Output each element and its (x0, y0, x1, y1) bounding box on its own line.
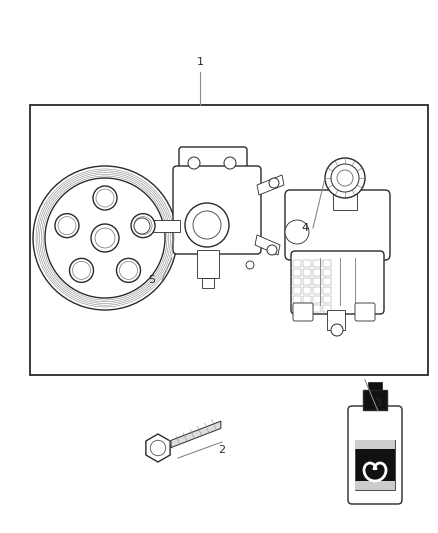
Circle shape (224, 157, 236, 169)
Bar (368, 382, 382, 390)
Bar (355, 440, 395, 449)
Circle shape (337, 170, 353, 186)
Polygon shape (146, 434, 170, 462)
Bar (327, 310, 345, 330)
Bar (303, 269, 311, 276)
Circle shape (33, 166, 177, 310)
Circle shape (45, 178, 165, 298)
FancyBboxPatch shape (285, 190, 390, 260)
Bar (313, 287, 321, 294)
Text: 4: 4 (301, 223, 308, 233)
Bar (293, 296, 301, 303)
Text: 5: 5 (148, 275, 155, 285)
Bar (303, 305, 311, 312)
Bar (313, 269, 321, 276)
Circle shape (331, 164, 359, 192)
Bar (313, 296, 321, 303)
Bar (323, 287, 331, 294)
Circle shape (117, 259, 141, 282)
Bar (303, 287, 311, 294)
Bar (303, 260, 311, 267)
Bar (323, 305, 331, 312)
Circle shape (55, 214, 79, 238)
Circle shape (93, 186, 117, 210)
Bar (363, 390, 387, 410)
Text: 2: 2 (219, 445, 226, 455)
Polygon shape (257, 175, 284, 195)
Bar (303, 296, 311, 303)
Bar (202, 278, 214, 288)
Bar (293, 278, 301, 285)
Circle shape (267, 245, 277, 255)
Circle shape (70, 259, 93, 282)
Polygon shape (255, 235, 280, 255)
Bar (293, 269, 301, 276)
Bar (323, 296, 331, 303)
Circle shape (269, 178, 279, 188)
Circle shape (131, 214, 155, 238)
Circle shape (185, 203, 229, 247)
Bar (30, 105, 428, 375)
Polygon shape (171, 421, 221, 448)
Bar (313, 305, 321, 312)
Circle shape (134, 218, 150, 234)
Text: 3: 3 (374, 398, 381, 408)
FancyBboxPatch shape (348, 406, 402, 504)
Circle shape (188, 157, 200, 169)
Circle shape (91, 224, 119, 252)
Bar (293, 305, 301, 312)
Bar (333, 192, 357, 210)
Bar (355, 440, 395, 490)
Bar (323, 269, 331, 276)
Bar (197, 250, 219, 278)
Circle shape (331, 324, 343, 336)
Bar (293, 287, 301, 294)
Bar (355, 481, 395, 490)
Bar (293, 260, 301, 267)
FancyBboxPatch shape (291, 251, 384, 314)
Circle shape (285, 220, 309, 244)
FancyBboxPatch shape (179, 147, 247, 185)
Bar (323, 260, 331, 267)
FancyBboxPatch shape (355, 303, 375, 321)
Bar (323, 278, 331, 285)
Bar (303, 278, 311, 285)
Circle shape (246, 261, 254, 269)
Bar (313, 278, 321, 285)
Bar (313, 260, 321, 267)
FancyBboxPatch shape (293, 303, 313, 321)
FancyBboxPatch shape (173, 166, 261, 254)
Circle shape (193, 211, 221, 239)
Bar (142, 220, 180, 232)
Text: 1: 1 (197, 57, 204, 67)
Circle shape (325, 158, 365, 198)
